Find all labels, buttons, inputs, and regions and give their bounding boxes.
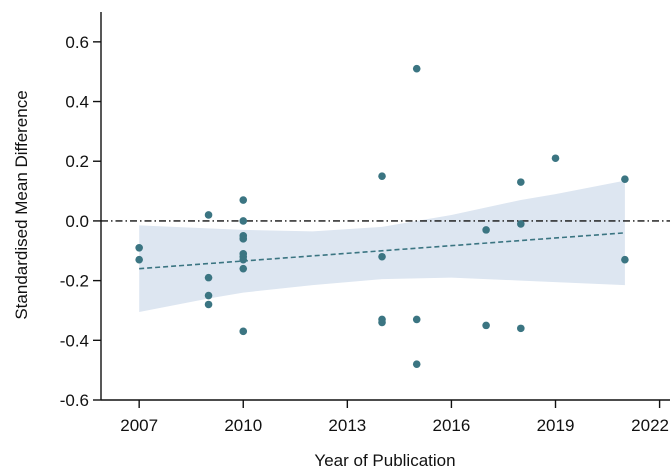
data-point	[482, 226, 490, 234]
regression-line-layer	[139, 232, 625, 270]
data-point	[412, 360, 421, 368]
y-axis-title: Standardised Mean Difference	[12, 90, 31, 319]
data-point	[239, 217, 248, 225]
x-tick-label: 2022	[631, 416, 669, 435]
x-tick-label: 2010	[224, 416, 262, 435]
data-point	[412, 315, 421, 324]
data-point	[239, 252, 248, 261]
y-tick-label: 0.6	[65, 33, 89, 52]
data-point	[204, 291, 213, 300]
y-tick-label: -0.4	[60, 331, 89, 350]
data-point	[135, 255, 143, 264]
data-point	[517, 220, 525, 228]
x-tick-label: 2007	[120, 416, 158, 435]
data-point	[239, 235, 248, 243]
data-point	[517, 324, 525, 333]
data-point	[204, 211, 213, 219]
data-point	[621, 255, 629, 264]
confidence-band	[139, 180, 625, 312]
data-point	[482, 321, 490, 330]
x-tick-label: 2013	[328, 416, 366, 435]
regression-line	[139, 232, 625, 270]
y-tick-label: -0.6	[60, 391, 89, 410]
data-point	[378, 172, 386, 180]
y-tick-label: -0.2	[60, 272, 89, 291]
confidence-band-layer	[139, 180, 625, 312]
x-axis-title: Year of Publication	[314, 451, 455, 470]
data-point	[239, 196, 248, 204]
data-points	[135, 64, 629, 368]
data-point	[412, 64, 421, 73]
data-point	[378, 252, 386, 261]
y-tick-label: 0.0	[65, 212, 89, 231]
data-point	[621, 175, 629, 183]
x-tick-label: 2016	[433, 416, 471, 435]
data-point	[551, 154, 560, 163]
data-point	[204, 300, 213, 309]
x-tick-label: 2019	[537, 416, 575, 435]
data-point	[239, 264, 248, 273]
y-tick-label: 0.4	[65, 93, 89, 112]
axes: -0.6 -0.4 -0.2 0.0 0.2 0.4 0.6 2007 2010 2013 2016…	[60, 12, 670, 435]
data-point	[135, 243, 143, 252]
data-point	[378, 318, 386, 327]
y-tick-label: 0.2	[65, 152, 89, 171]
data-point	[517, 178, 525, 186]
data-point	[204, 273, 213, 282]
data-point	[239, 327, 248, 336]
